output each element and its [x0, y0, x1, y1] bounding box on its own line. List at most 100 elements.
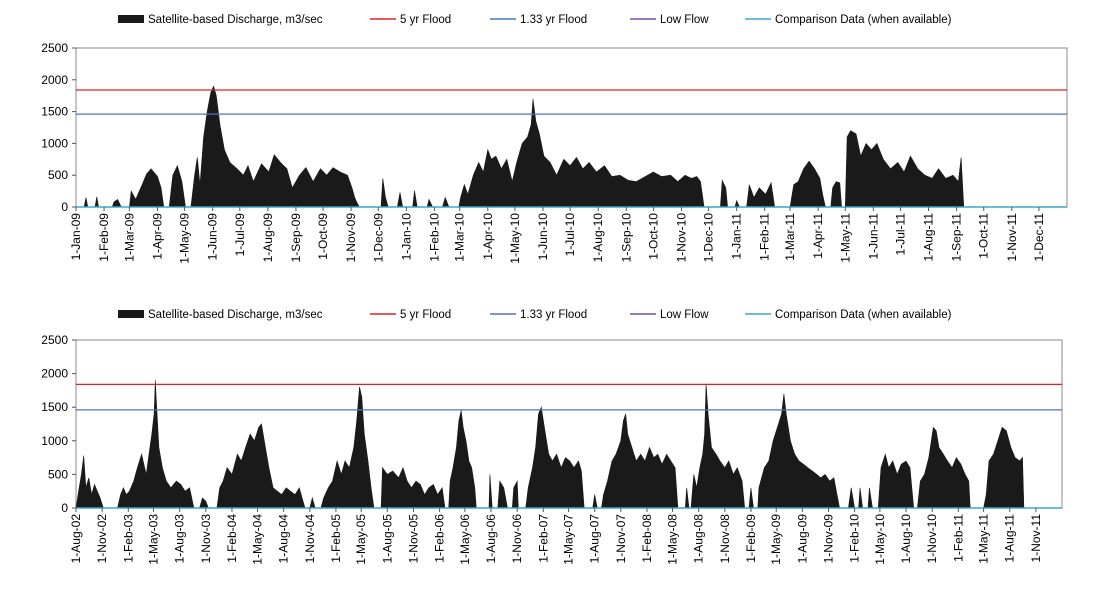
x-tick-label: 1-May-06	[458, 514, 472, 565]
x-tick-label: 1-Mar-11	[783, 213, 797, 261]
x-tick-label: 1-Feb-09	[97, 213, 111, 262]
x-tick-label: 1-Feb-05	[329, 514, 343, 563]
x-tick-label: 1-Oct-10	[646, 213, 660, 260]
x-tick-label: 1-Aug-05	[380, 514, 394, 564]
legend-swatch-discharge	[118, 310, 144, 318]
x-tick-label: 1-Sep-11	[950, 213, 964, 262]
x-tick-label: 1-Nov-05	[406, 514, 420, 564]
x-tick-label: 1-Aug-07	[588, 514, 602, 564]
x-tick-label: 1-Sep-10	[619, 213, 633, 263]
x-tick-label: 1-May-11	[977, 514, 991, 564]
x-tick-label: 1-Nov-03	[199, 514, 213, 564]
y-tick-label: 1500	[41, 400, 68, 414]
y-tick-label: 0	[61, 200, 68, 214]
x-tick-label: 1-Aug-09	[261, 213, 275, 263]
x-tick-label: 1-Feb-04	[225, 514, 239, 563]
x-tick-label: 1-Oct-11	[977, 213, 991, 259]
x-tick-label: 1-Jan-09	[69, 213, 83, 261]
x-tick-label: 1-Sep-09	[289, 213, 303, 263]
x-tick-label: 1-May-05	[354, 514, 368, 565]
x-tick-label: 1-Nov-04	[303, 514, 317, 564]
discharge-area	[75, 380, 1062, 509]
x-tick-label: 1-Apr-10	[481, 213, 495, 260]
y-tick-label: 500	[48, 467, 68, 481]
legend-swatch-discharge	[118, 15, 144, 23]
x-tick-label: 1-Aug-09	[795, 514, 809, 564]
x-tick-label: 1-May-04	[251, 514, 265, 565]
x-tick-label: 1-Nov-11	[1029, 514, 1043, 563]
x-tick-label: 1-Nov-07	[614, 514, 628, 564]
x-tick-label: 1-Nov-11	[1005, 213, 1019, 262]
x-tick-label: 1-May-10	[873, 514, 887, 565]
y-tick-label: 2500	[41, 333, 68, 347]
x-tick-label: 1-Aug-11	[922, 213, 936, 262]
chart-1: Satellite-based Discharge, m3/sec 5 yr Fl…	[41, 14, 1068, 264]
x-tick-label: 1-Apr-09	[150, 213, 164, 260]
y-tick-label: 2500	[41, 41, 68, 55]
x-tick-label: 1-Feb-03	[121, 514, 135, 563]
x-tick-label: 1-Nov-02	[95, 514, 109, 564]
x-tick-label: 1-Mar-10	[453, 213, 467, 262]
x-tick-label: 1-Feb-10	[848, 514, 862, 563]
x-tick-label: 1-Aug-11	[1003, 514, 1017, 563]
x-tick-label: 1-Oct-09	[316, 213, 330, 260]
x-tick-label: 1-Feb-11	[951, 514, 965, 562]
y-tick-label: 1000	[41, 136, 68, 150]
x-tick-label: 1-Feb-06	[433, 514, 447, 563]
x-tick-label: 1-Aug-03	[173, 514, 187, 564]
x-tick-label: 1-Mar-09	[122, 213, 136, 262]
legend-label: Satellite-based Discharge, m3/sec	[148, 14, 323, 26]
y-tick-label: 1000	[41, 434, 68, 448]
x-tick-label: 1-Jun-09	[206, 213, 220, 261]
y-tick-label: 2000	[41, 367, 68, 381]
x-tick-label: 1-May-08	[666, 514, 680, 565]
x-tick-label: 1-Jan-11	[730, 213, 744, 260]
legend-label: Comparison Data (when available)	[775, 14, 952, 26]
x-tick-label: 1-Dec-09	[371, 213, 385, 263]
x-tick-label: 1-Jun-11	[866, 213, 880, 260]
x-tick-label: 1-Dec-10	[702, 213, 716, 263]
x-tick-label: 1-Feb-07	[536, 514, 550, 563]
x-tick-label: 1-Feb-08	[640, 514, 654, 563]
x-tick-label: 1-Nov-10	[674, 213, 688, 263]
x-tick-label: 1-Nov-08	[718, 514, 732, 564]
x-tick-label: 1-May-07	[562, 514, 576, 565]
x-tick-label: 1-Aug-08	[692, 514, 706, 564]
legend: Satellite-based Discharge, m3/sec 5 yr Fl…	[118, 309, 952, 321]
x-tick-label: 1-Jul-09	[233, 213, 247, 257]
x-tick-label: 1-Nov-09	[821, 514, 835, 564]
x-tick-label: 1-Aug-06	[484, 514, 498, 564]
x-tick-label: 1-Jul-11	[893, 213, 907, 256]
x-tick-label: 1-May-09	[769, 514, 783, 565]
x-tick-label: 1-May-10	[508, 213, 522, 264]
y-tick-label: 2000	[41, 73, 68, 87]
legend-label: 5 yr Flood	[400, 309, 451, 321]
x-tick-label: 1-May-09	[178, 213, 192, 264]
x-tick-label: 1-Aug-10	[899, 514, 913, 564]
legend: Satellite-based Discharge, m3/sec 5 yr Fl…	[118, 14, 952, 26]
legend-label: 1.33 yr Flood	[520, 309, 587, 321]
x-tick-label: 1-Jun-10	[536, 213, 550, 261]
x-tick-label: 1-May-03	[147, 514, 161, 565]
legend-label: Comparison Data (when available)	[775, 309, 952, 321]
x-tick-label: 1-Jul-10	[563, 213, 577, 257]
x-tick-label: 1-May-11	[838, 213, 852, 263]
x-tick-label: 1-Feb-09	[744, 514, 758, 563]
x-tick-label: 1-Aug-10	[591, 213, 605, 263]
legend-label: Satellite-based Discharge, m3/sec	[148, 309, 323, 321]
x-tick-label: 1-Nov-06	[510, 514, 524, 564]
chart-2: Satellite-based Discharge, m3/sec 5 yr Fl…	[41, 309, 1063, 565]
legend-label: 5 yr Flood	[400, 14, 451, 26]
x-tick-label: 1-Aug-02	[69, 514, 83, 564]
legend-label: Low Flow	[660, 309, 709, 321]
x-tick-label: 1-Nov-10	[925, 514, 939, 564]
x-tick-label: 1-Nov-09	[344, 213, 358, 263]
x-tick-label: 1-Feb-10	[427, 213, 441, 262]
x-tick-label: 1-Aug-04	[277, 514, 291, 564]
legend-label: Low Flow	[660, 14, 709, 26]
y-tick-label: 1500	[41, 105, 68, 119]
x-tick-label: 1-Dec-11	[1032, 213, 1046, 262]
x-tick-label: 1-Jan-10	[399, 213, 413, 261]
